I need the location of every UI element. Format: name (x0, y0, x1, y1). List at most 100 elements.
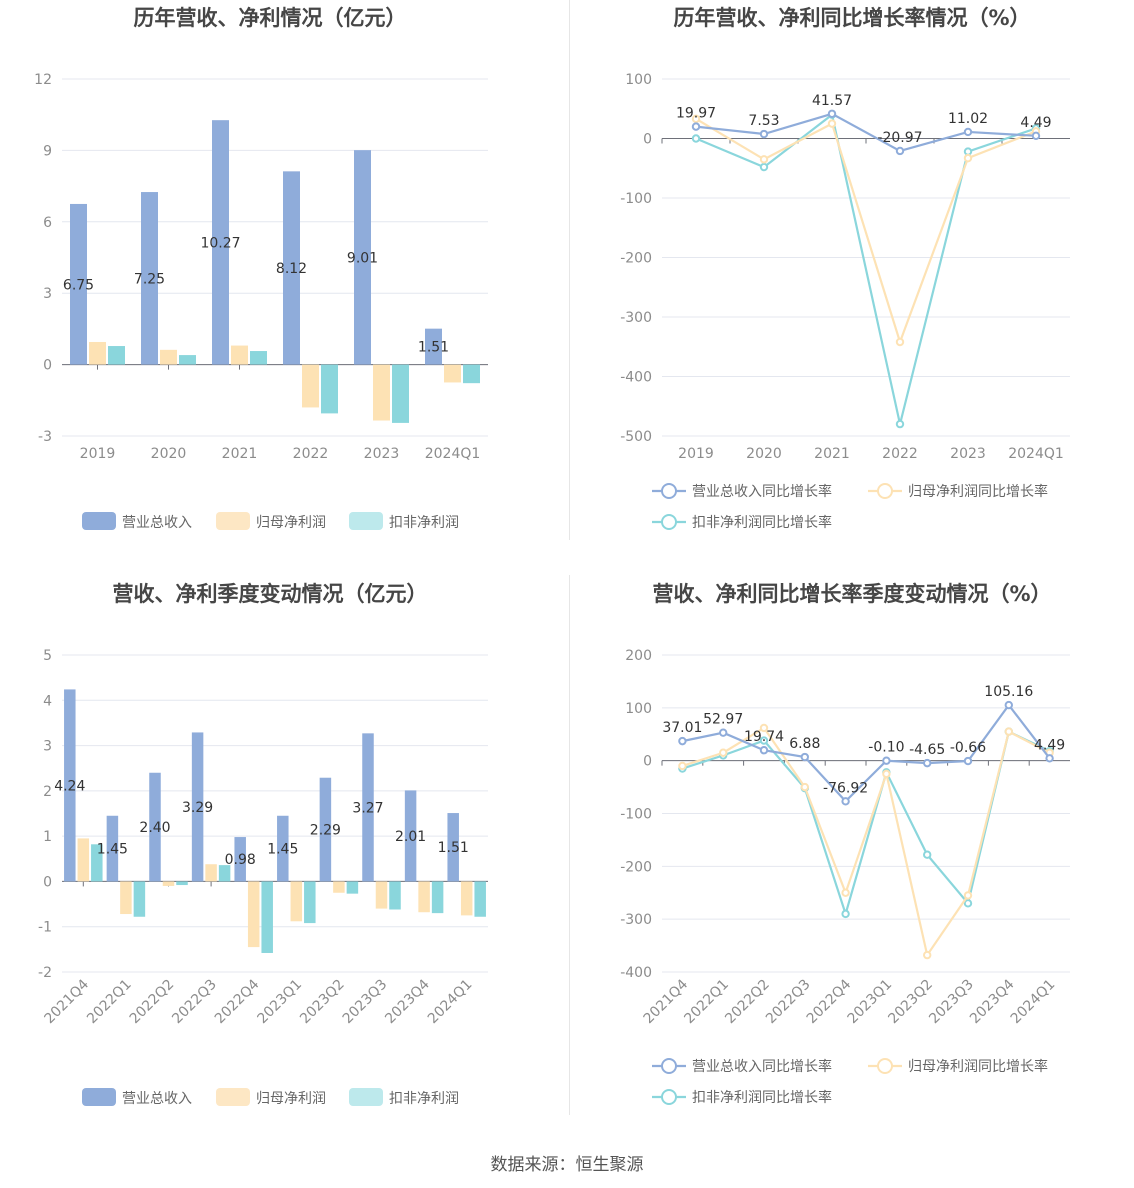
bar-netprofit (247, 881, 260, 948)
y-tick-label: 100 (625, 701, 652, 717)
line-point-1 (841, 888, 850, 897)
y-tick-label: 4 (43, 693, 52, 709)
y-tick-label: -400 (620, 370, 652, 386)
line-point-0 (963, 127, 973, 137)
bar-deducted (179, 355, 196, 365)
bar-netprofit (373, 364, 390, 421)
y-tick-label: -2 (38, 965, 52, 981)
x-tick-label: 2021 (814, 446, 850, 462)
bar-value-label: 6.75 (63, 277, 94, 293)
x-tick-label: 2023Q1 (255, 977, 306, 1028)
bar-value-label: 1.51 (438, 840, 469, 856)
bar-netprofit (231, 345, 248, 365)
bar-deducted (176, 881, 188, 886)
x-tick-label: 2023 (364, 446, 400, 462)
bar-deducted (474, 881, 486, 917)
x-tick-label: 2022 (882, 446, 918, 462)
line-point-1 (759, 723, 769, 733)
x-tick-label: 2022Q3 (763, 977, 814, 1028)
legend-swatch (216, 512, 250, 530)
line-value-label: -4.65 (909, 742, 945, 758)
y-tick-label: -100 (620, 807, 652, 823)
y-tick-label: 9 (43, 143, 52, 159)
x-tick-label: 2023Q4 (967, 976, 1018, 1027)
legend-label: 扣非净利润同比增长率 (692, 1089, 832, 1106)
line-value-label: 41.57 (812, 93, 852, 109)
line-point-0 (691, 122, 701, 131)
legend-marker (661, 1089, 677, 1105)
bar-netprofit (460, 881, 473, 916)
legend-marker (877, 1058, 893, 1074)
line-point-0 (923, 758, 932, 768)
line-point-2 (691, 134, 701, 143)
y-tick-label: -300 (620, 310, 652, 326)
annual-revenue-profit-chart: 历年营收、净利情况（亿元） 12 9 6 3 0 -3 2019 2020 2021 2022 202… (34, 6, 488, 531)
bar-value-label: 1.45 (97, 842, 128, 858)
line-point-0 (841, 797, 850, 806)
line-series-1 (695, 117, 1037, 346)
bar-netprofit (77, 838, 90, 882)
bar-revenue (283, 171, 300, 365)
line-point-2 (963, 147, 973, 156)
bar-netprofit (418, 881, 430, 913)
legend-label: 营业总收入同比增长率 (692, 1058, 832, 1075)
bar-deducted (91, 844, 103, 882)
line-point-1 (1004, 727, 1013, 736)
y-tick-label: 0 (43, 358, 52, 374)
bar-revenue (234, 837, 246, 882)
x-tick-label: 2022Q3 (169, 977, 220, 1028)
x-tick-label: 2020 (746, 446, 782, 462)
y-tick-label: 6 (43, 215, 52, 231)
y-tick-label: -300 (620, 912, 652, 928)
legend-label: 扣非净利润同比增长率 (692, 514, 832, 531)
y-tick-label: 0 (643, 132, 652, 148)
legend-label: 归母净利润同比增长率 (908, 1058, 1048, 1075)
y-tick-label: -100 (620, 191, 652, 207)
bar-value-label: 7.25 (134, 271, 165, 287)
bar-deducted (392, 364, 409, 423)
x-tick-label: 2023Q1 (845, 977, 896, 1028)
bar-deducted (261, 881, 273, 953)
bar-netprofit (162, 881, 175, 886)
bar-deducted (321, 364, 338, 414)
x-tick-label: 2022Q1 (84, 977, 135, 1028)
line-point-0 (678, 736, 687, 746)
line-point-0 (759, 746, 769, 755)
line-point-0 (963, 756, 973, 766)
line-value-label: -20.97 (877, 130, 922, 146)
x-tick-label: 2021 (222, 446, 258, 462)
vertical-divider-top (569, 0, 570, 540)
y-tick-label: 3 (43, 286, 52, 302)
bar-value-label: 10.27 (200, 235, 240, 251)
line-point-1 (895, 337, 905, 347)
legend-label: 归母净利润 (256, 514, 326, 531)
line-point-0 (1045, 754, 1054, 763)
bar-value-label: 3.29 (182, 800, 213, 816)
bar-value-label: 8.12 (276, 261, 307, 277)
line-value-label: 11.02 (948, 111, 988, 127)
bar-netprofit (160, 349, 177, 365)
line-series-2 (682, 730, 1051, 918)
line-point-1 (800, 782, 810, 792)
bar-revenue (425, 328, 442, 365)
x-tick-label: 2023Q4 (382, 976, 433, 1027)
line-point-2 (923, 850, 932, 859)
bar-revenue (149, 772, 161, 882)
line-point-1 (963, 153, 973, 163)
bar-value-label: 2.29 (310, 823, 341, 839)
bar-revenue (447, 813, 459, 882)
x-tick-label: 2023Q2 (297, 977, 348, 1028)
bar-deducted (431, 881, 444, 914)
line-point-1 (691, 114, 701, 124)
x-tick-label: 2024Q1 (1008, 446, 1064, 462)
x-tick-label: 2022Q2 (722, 977, 773, 1028)
bar-revenue (277, 815, 289, 882)
legend-swatch (82, 512, 116, 530)
chart-title: 营收、净利季度变动情况（亿元） (113, 582, 428, 606)
chart-title: 历年营收、净利情况（亿元） (134, 6, 407, 30)
x-tick-label: 2022Q4 (212, 976, 263, 1027)
y-tick-label: -400 (620, 965, 652, 981)
legend-swatch (349, 512, 383, 530)
legend-marker (877, 483, 893, 499)
x-tick-label: 2022Q2 (127, 977, 178, 1028)
